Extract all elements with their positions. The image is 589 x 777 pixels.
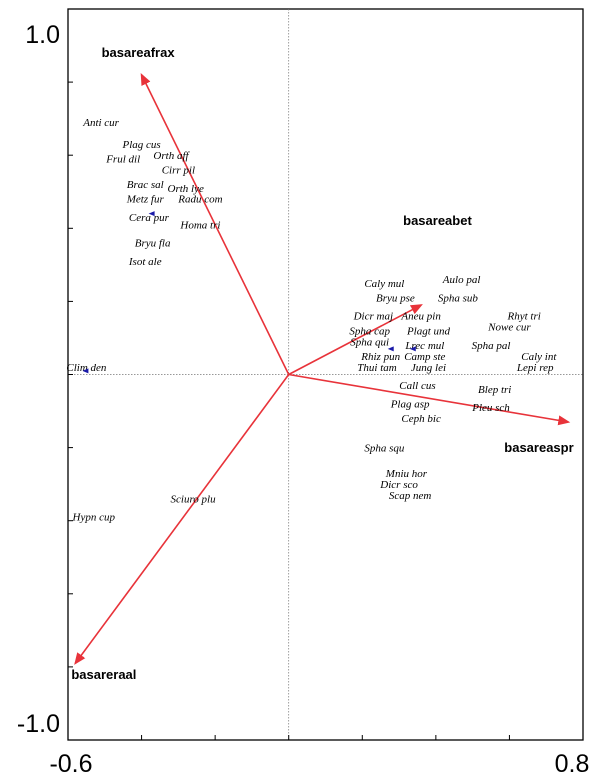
species-label-spha-pal: Spha pal [472,340,511,352]
species-label-hypn-cup: Hypn cup [72,512,116,524]
x-tick-label-right: 0.8 [555,750,589,777]
species-label-scap-nem: Scap nem [389,490,432,502]
species-label-plag-asp: Plag asp [390,398,430,410]
axis-ticks [68,9,583,740]
y-tick-label-top: 1.0 [25,21,60,49]
species-label-frul-dil: Frul dil [105,154,140,166]
species-label-call-cus: Call cus [399,380,435,392]
species-label-metz-fur: Metz fur [126,194,165,206]
species-label-caly-mul: Caly mul [364,278,404,290]
species-label-ceph-bic: Ceph bic [401,413,441,425]
species-label-spha-squ: Spha squ [364,442,405,454]
species-label-aneu-pin: Aneu pin [400,311,441,323]
vector-label-basareafrax: basareafrax [102,45,176,60]
vector-label-basareaspr: basareaspr [504,440,573,455]
species-label-bryu-fla: Bryu fla [135,238,171,250]
species-label-cirr-pil: Cirr pil [162,164,195,176]
species-label-aulo-pal: Aulo pal [442,274,481,286]
species-label-bryu-pse: Bryu pse [376,292,415,304]
species-label-nowe-cur: Nowe cur [487,322,531,334]
species-label-spha-sub: Spha sub [438,292,479,304]
species-label-pleu-sch: Pleu sch [471,402,510,414]
species-label-blep-tri: Blep tri [478,384,511,396]
vector-label-basareabet: basareabet [403,213,472,228]
species-label-isot-ale: Isot ale [128,256,162,268]
species-label-radu-com: Radu com [177,194,222,206]
vector-label-basareraal: basareraal [71,667,136,682]
y-tick-label-bottom: -1.0 [17,710,60,738]
species-label-jung-lei: Jung lei [411,362,446,374]
species-label-homa-tri: Homa tri [179,219,220,231]
species-label-thui-tam: Thui tam [357,362,396,374]
x-tick-label-left: -0.6 [49,750,92,777]
species-label-lepi-rep: Lepi rep [516,362,554,374]
species-label-anti-cur: Anti cur [82,117,119,129]
species-label-dicr-maj: Dicr maj [353,311,393,323]
species-label-sciuro-plu: Sciuro plu [171,493,217,505]
species-label-spha-qui: Spha qui [350,336,389,348]
species-label-orth-aff: Orth aff [153,150,190,162]
plot-frame [68,9,583,740]
species-label-plagt-und: Plagt und [406,325,451,337]
species-label-brac-sal: Brac sal [127,179,164,191]
